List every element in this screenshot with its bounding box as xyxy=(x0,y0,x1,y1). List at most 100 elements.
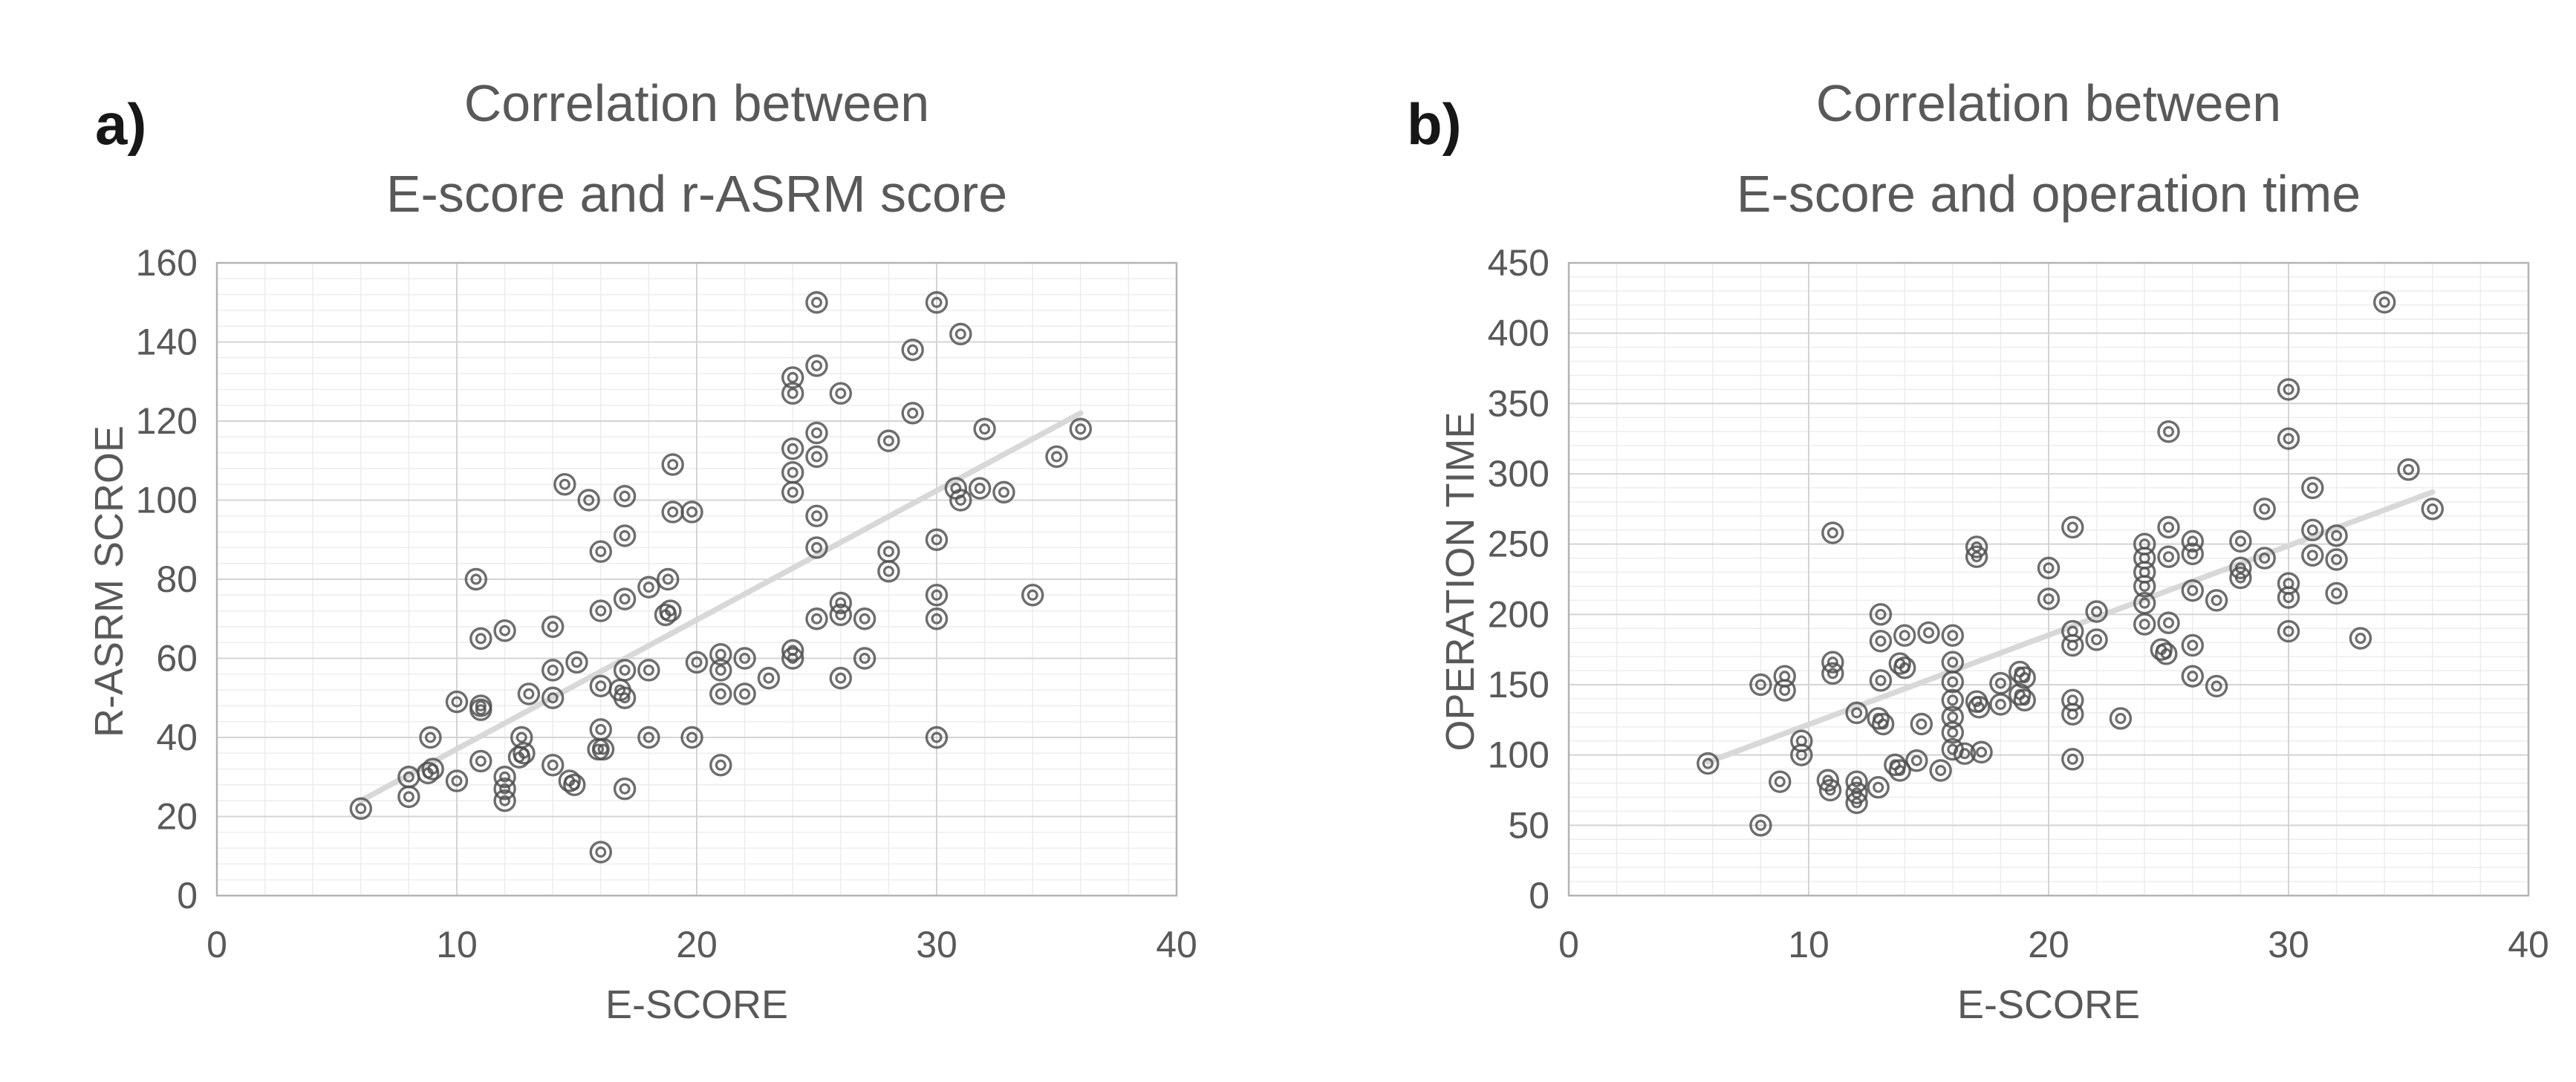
data-point-inner-ring xyxy=(2211,680,2222,692)
data-point-outer-ring xyxy=(1893,624,1916,647)
data-point-outer-ring xyxy=(2253,498,2276,521)
data-point-inner-ring xyxy=(739,652,751,664)
data-point-outer-ring xyxy=(613,587,637,610)
data-point-inner-ring xyxy=(715,664,726,676)
data-point-outer-ring xyxy=(469,698,492,721)
data-point-inner-ring xyxy=(403,771,414,783)
data-point-inner-ring xyxy=(954,494,966,506)
data-point-outer-ring xyxy=(680,501,703,524)
data-point-outer-ring xyxy=(2133,613,2156,636)
data-point-outer-ring xyxy=(589,540,612,563)
data-point-inner-ring xyxy=(2331,529,2343,541)
data-point-inner-ring xyxy=(931,296,943,308)
x-tick-label: 40 xyxy=(1156,924,1197,965)
data-point-inner-ring xyxy=(595,605,607,617)
data-point-outer-ring xyxy=(853,607,876,630)
data-point-outer-ring xyxy=(1888,652,1911,675)
data-point-outer-ring xyxy=(1905,749,1928,772)
data-point-inner-ring xyxy=(403,791,414,803)
data-point-outer-ring xyxy=(1871,712,1895,736)
data-point-inner-ring xyxy=(595,546,607,558)
data-point-outer-ring xyxy=(2229,529,2252,553)
data-point-outer-ring xyxy=(1893,656,1916,679)
data-point-inner-ring xyxy=(907,344,919,356)
data-point-outer-ring xyxy=(733,682,756,705)
data-point-outer-ring xyxy=(613,524,637,547)
data-point-inner-ring xyxy=(583,494,595,506)
x-tick-label: 0 xyxy=(206,924,227,965)
data-point-outer-ring xyxy=(613,659,637,682)
data-point-inner-ring xyxy=(859,613,871,625)
data-point-inner-ring xyxy=(499,771,511,783)
x-tick-label: 30 xyxy=(2268,924,2309,965)
data-point-outer-ring xyxy=(901,402,924,425)
data-point-inner-ring xyxy=(2163,521,2175,533)
data-point-inner-ring xyxy=(787,443,799,454)
y-tick-label: 160 xyxy=(136,242,198,284)
data-point-outer-ring xyxy=(1989,693,2012,716)
data-point-inner-ring xyxy=(1947,726,1959,738)
data-point-inner-ring xyxy=(2259,503,2271,515)
data-point-inner-ring xyxy=(1994,677,2006,689)
data-point-outer-ring xyxy=(949,322,972,346)
data-point-inner-ring xyxy=(787,486,799,498)
data-point-outer-ring xyxy=(445,769,469,792)
data-point-outer-ring xyxy=(637,659,660,682)
data-point-inner-ring xyxy=(2066,708,2078,720)
data-point-inner-ring xyxy=(931,731,943,743)
data-point-inner-ring xyxy=(475,755,487,767)
data-point-outer-ring xyxy=(1869,630,1893,653)
data-point-outer-ring xyxy=(661,453,684,476)
data-point-inner-ring xyxy=(2138,619,2150,630)
data-point-outer-ring xyxy=(877,429,900,452)
x-tick-label: 10 xyxy=(1788,924,1829,965)
data-point-outer-ring xyxy=(781,437,804,460)
data-point-outer-ring xyxy=(1021,584,1044,607)
data-point-outer-ring xyxy=(2229,556,2252,580)
data-point-inner-ring xyxy=(715,648,726,660)
y-tick-label: 40 xyxy=(156,717,198,758)
data-point-outer-ring xyxy=(2325,548,2348,571)
data-point-inner-ring xyxy=(662,573,674,585)
data-point-inner-ring xyxy=(835,609,847,621)
data-point-outer-ring xyxy=(1069,417,1093,440)
data-point-inner-ring xyxy=(475,704,487,716)
data-point-outer-ring xyxy=(349,797,372,821)
data-point-outer-ring xyxy=(1821,651,1844,674)
data-point-outer-ring xyxy=(925,291,949,314)
data-point-inner-ring xyxy=(931,534,943,546)
data-point-outer-ring xyxy=(805,504,828,527)
data-point-outer-ring xyxy=(2085,628,2108,651)
data-point-outer-ring xyxy=(2277,586,2300,609)
panel-a-title-line1: Correlation between xyxy=(464,74,930,132)
data-point-outer-ring xyxy=(591,737,615,761)
data-point-outer-ring xyxy=(781,382,804,405)
data-point-outer-ring xyxy=(577,489,600,512)
data-point-outer-ring xyxy=(949,489,972,512)
panel-a-letter: a) xyxy=(95,91,147,157)
data-point-outer-ring xyxy=(2037,556,2061,580)
data-point-inner-ring xyxy=(1899,630,1910,642)
data-point-inner-ring xyxy=(2259,553,2271,564)
data-point-inner-ring xyxy=(451,696,463,708)
y-tick-label: 120 xyxy=(136,400,198,442)
y-tick-label: 200 xyxy=(1488,593,1549,635)
data-point-inner-ring xyxy=(1873,781,1884,793)
trendline xyxy=(358,410,1084,804)
data-point-outer-ring xyxy=(2133,575,2156,598)
data-point-inner-ring xyxy=(614,684,626,696)
x-tick-label: 30 xyxy=(916,924,957,965)
data-point-inner-ring xyxy=(475,700,487,711)
data-point-inner-ring xyxy=(2091,606,2103,618)
data-point-outer-ring xyxy=(2085,600,2108,623)
data-point-outer-ring xyxy=(1941,721,1965,744)
data-point-inner-ring xyxy=(931,613,943,625)
data-point-inner-ring xyxy=(1827,668,1838,679)
data-point-outer-ring xyxy=(558,769,582,792)
data-point-inner-ring xyxy=(787,466,799,478)
data-point-outer-ring xyxy=(517,682,541,705)
data-point-outer-ring xyxy=(1965,545,1988,568)
data-point-outer-ring xyxy=(613,686,637,709)
